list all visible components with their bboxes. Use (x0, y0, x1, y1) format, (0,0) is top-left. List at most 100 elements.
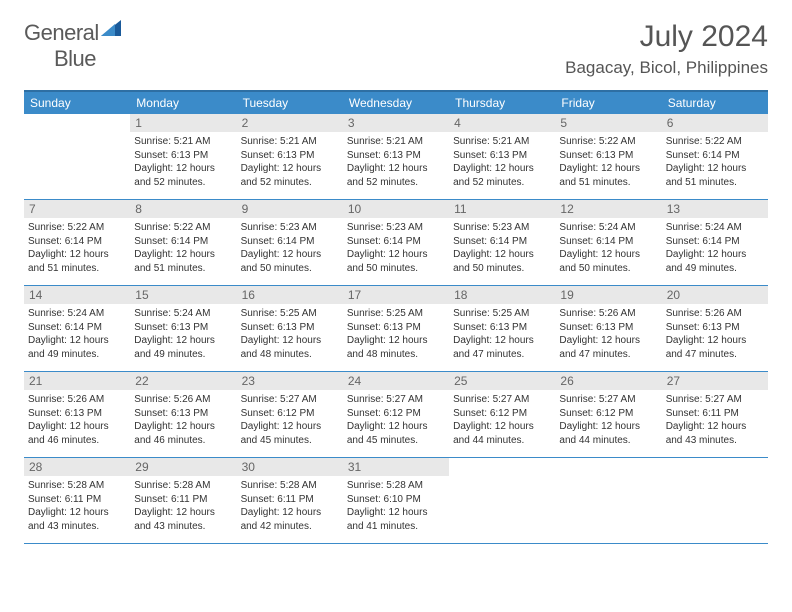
month-title: July 2024 (565, 20, 768, 54)
sunset-text: Sunset: 6:13 PM (453, 321, 551, 335)
daylight-text: Daylight: 12 hours and 46 minutes. (134, 420, 232, 447)
day-cell: 23Sunrise: 5:27 AMSunset: 6:12 PMDayligh… (237, 372, 343, 457)
sunrise-text: Sunrise: 5:28 AM (347, 479, 445, 493)
day-info: Sunrise: 5:24 AMSunset: 6:14 PMDaylight:… (666, 221, 764, 275)
sunset-text: Sunset: 6:12 PM (559, 407, 657, 421)
daylight-text: Daylight: 12 hours and 51 minutes. (28, 248, 126, 275)
daylight-text: Daylight: 12 hours and 49 minutes. (134, 334, 232, 361)
day-number: 30 (237, 458, 343, 476)
sunrise-text: Sunrise: 5:27 AM (241, 393, 339, 407)
day-info: Sunrise: 5:22 AMSunset: 6:14 PMDaylight:… (134, 221, 232, 275)
daylight-text: Daylight: 12 hours and 44 minutes. (559, 420, 657, 447)
sunrise-text: Sunrise: 5:24 AM (559, 221, 657, 235)
day-number: 2 (237, 114, 343, 132)
sunset-text: Sunset: 6:13 PM (453, 149, 551, 163)
sunrise-text: Sunrise: 5:24 AM (28, 307, 126, 321)
logo: General Blue (24, 20, 121, 72)
day-info: Sunrise: 5:25 AMSunset: 6:13 PMDaylight:… (241, 307, 339, 361)
day-cell: 18Sunrise: 5:25 AMSunset: 6:13 PMDayligh… (449, 286, 555, 371)
day-cell: 24Sunrise: 5:27 AMSunset: 6:12 PMDayligh… (343, 372, 449, 457)
day-cell: 6Sunrise: 5:22 AMSunset: 6:14 PMDaylight… (662, 114, 768, 199)
sunrise-text: Sunrise: 5:23 AM (347, 221, 445, 235)
sunset-text: Sunset: 6:13 PM (241, 149, 339, 163)
day-info: Sunrise: 5:24 AMSunset: 6:14 PMDaylight:… (28, 307, 126, 361)
weekday-wednesday: Wednesday (343, 92, 449, 114)
weeks-container: 1Sunrise: 5:21 AMSunset: 6:13 PMDaylight… (24, 114, 768, 544)
week-row: 28Sunrise: 5:28 AMSunset: 6:11 PMDayligh… (24, 458, 768, 544)
day-number: 7 (24, 200, 130, 218)
logo-text-gray: General (24, 20, 99, 45)
title-block: July 2024 Bagacay, Bicol, Philippines (565, 20, 768, 78)
sunset-text: Sunset: 6:14 PM (559, 235, 657, 249)
day-cell: 1Sunrise: 5:21 AMSunset: 6:13 PMDaylight… (130, 114, 236, 199)
day-cell: 15Sunrise: 5:24 AMSunset: 6:13 PMDayligh… (130, 286, 236, 371)
daylight-text: Daylight: 12 hours and 48 minutes. (241, 334, 339, 361)
day-cell: 25Sunrise: 5:27 AMSunset: 6:12 PMDayligh… (449, 372, 555, 457)
daylight-text: Daylight: 12 hours and 52 minutes. (347, 162, 445, 189)
day-cell: 10Sunrise: 5:23 AMSunset: 6:14 PMDayligh… (343, 200, 449, 285)
day-cell (555, 458, 661, 543)
day-cell: 22Sunrise: 5:26 AMSunset: 6:13 PMDayligh… (130, 372, 236, 457)
weekday-header-row: SundayMondayTuesdayWednesdayThursdayFrid… (24, 90, 768, 114)
daylight-text: Daylight: 12 hours and 51 minutes. (559, 162, 657, 189)
weekday-friday: Friday (555, 92, 661, 114)
sunset-text: Sunset: 6:11 PM (241, 493, 339, 507)
daylight-text: Daylight: 12 hours and 42 minutes. (241, 506, 339, 533)
sunset-text: Sunset: 6:12 PM (347, 407, 445, 421)
sunset-text: Sunset: 6:10 PM (347, 493, 445, 507)
day-number: 24 (343, 372, 449, 390)
day-info: Sunrise: 5:26 AMSunset: 6:13 PMDaylight:… (134, 393, 232, 447)
day-cell: 8Sunrise: 5:22 AMSunset: 6:14 PMDaylight… (130, 200, 236, 285)
sunset-text: Sunset: 6:14 PM (241, 235, 339, 249)
day-info: Sunrise: 5:28 AMSunset: 6:11 PMDaylight:… (241, 479, 339, 533)
header: General Blue July 2024 Bagacay, Bicol, P… (24, 20, 768, 78)
day-info: Sunrise: 5:24 AMSunset: 6:14 PMDaylight:… (559, 221, 657, 275)
day-cell: 29Sunrise: 5:28 AMSunset: 6:11 PMDayligh… (130, 458, 236, 543)
sunrise-text: Sunrise: 5:22 AM (28, 221, 126, 235)
week-row: 7Sunrise: 5:22 AMSunset: 6:14 PMDaylight… (24, 200, 768, 286)
daylight-text: Daylight: 12 hours and 52 minutes. (241, 162, 339, 189)
sunrise-text: Sunrise: 5:28 AM (241, 479, 339, 493)
day-number: 12 (555, 200, 661, 218)
day-cell: 5Sunrise: 5:22 AMSunset: 6:13 PMDaylight… (555, 114, 661, 199)
sunrise-text: Sunrise: 5:23 AM (241, 221, 339, 235)
day-cell: 4Sunrise: 5:21 AMSunset: 6:13 PMDaylight… (449, 114, 555, 199)
day-number: 16 (237, 286, 343, 304)
day-number: 13 (662, 200, 768, 218)
sunset-text: Sunset: 6:13 PM (134, 321, 232, 335)
daylight-text: Daylight: 12 hours and 49 minutes. (28, 334, 126, 361)
daylight-text: Daylight: 12 hours and 50 minutes. (347, 248, 445, 275)
day-cell: 11Sunrise: 5:23 AMSunset: 6:14 PMDayligh… (449, 200, 555, 285)
sunrise-text: Sunrise: 5:27 AM (347, 393, 445, 407)
location: Bagacay, Bicol, Philippines (565, 58, 768, 78)
day-number: 20 (662, 286, 768, 304)
sunrise-text: Sunrise: 5:24 AM (134, 307, 232, 321)
day-cell: 3Sunrise: 5:21 AMSunset: 6:13 PMDaylight… (343, 114, 449, 199)
sunrise-text: Sunrise: 5:25 AM (241, 307, 339, 321)
daylight-text: Daylight: 12 hours and 48 minutes. (347, 334, 445, 361)
daylight-text: Daylight: 12 hours and 52 minutes. (134, 162, 232, 189)
daylight-text: Daylight: 12 hours and 50 minutes. (559, 248, 657, 275)
weekday-thursday: Thursday (449, 92, 555, 114)
day-cell: 2 Sunrise: 5:21 AMSunset: 6:13 PMDaylight… (237, 114, 343, 199)
sunset-text: Sunset: 6:13 PM (666, 321, 764, 335)
day-info: Sunrise: 5:28 AMSunset: 6:10 PMDaylight:… (347, 479, 445, 533)
sunset-text: Sunset: 6:13 PM (559, 149, 657, 163)
day-number: 1 (130, 114, 236, 132)
week-row: 1Sunrise: 5:21 AMSunset: 6:13 PMDaylight… (24, 114, 768, 200)
day-number: 19 (555, 286, 661, 304)
day-cell: 20Sunrise: 5:26 AMSunset: 6:13 PMDayligh… (662, 286, 768, 371)
sunset-text: Sunset: 6:14 PM (666, 149, 764, 163)
daylight-text: Daylight: 12 hours and 46 minutes. (28, 420, 126, 447)
daylight-text: Daylight: 12 hours and 44 minutes. (453, 420, 551, 447)
sunrise-text: Sunrise: 5:21 AM (241, 135, 339, 149)
day-info: Sunrise: 5:23 AMSunset: 6:14 PMDaylight:… (347, 221, 445, 275)
sunrise-text: Sunrise: 5:21 AM (134, 135, 232, 149)
sunrise-text: Sunrise: 5:27 AM (666, 393, 764, 407)
daylight-text: Daylight: 12 hours and 41 minutes. (347, 506, 445, 533)
day-number: 4 (449, 114, 555, 132)
logo-text-blue: Blue (54, 46, 96, 71)
day-cell: 30 Sunrise: 5:28 AMSunset: 6:11 PMDayligh… (237, 458, 343, 543)
day-info: Sunrise: 5:27 AMSunset: 6:11 PMDaylight:… (666, 393, 764, 447)
day-cell: 7Sunrise: 5:22 AMSunset: 6:14 PMDaylight… (24, 200, 130, 285)
